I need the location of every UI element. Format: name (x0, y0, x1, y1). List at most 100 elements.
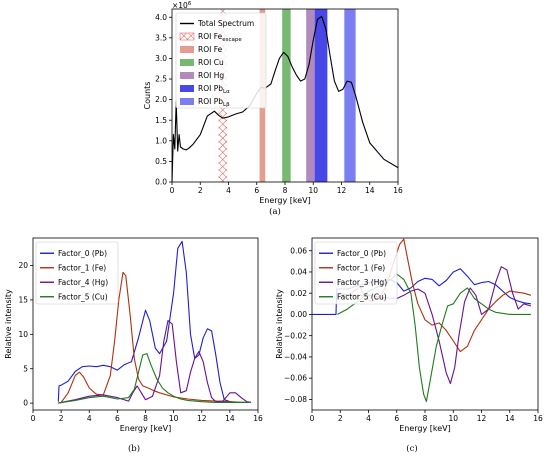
x-tick-label: 12 (197, 414, 207, 423)
y-tick-label: 0.00 (290, 310, 307, 319)
legend-swatch-patch (180, 85, 194, 92)
x-tick-label: 6 (115, 414, 120, 423)
y-tick-label: 4.0 (155, 13, 167, 22)
x-tick-label: 4 (87, 414, 92, 423)
x-tick-label: 16 (253, 414, 263, 423)
y-tick-label: −0.08 (284, 395, 307, 404)
y-axis-multiplier: ×106 (172, 1, 192, 10)
x-tick-label: 2 (338, 414, 343, 423)
x-tick-label: 14 (225, 414, 235, 423)
y-tick-label: 2.5 (155, 75, 167, 84)
y-tick-label: 5 (23, 364, 28, 373)
x-tick-label: 8 (423, 414, 428, 423)
y-tick-label: 0.04 (290, 268, 307, 277)
x-axis-label: Energy [keV] (120, 424, 172, 433)
y-tick-label: 3.5 (155, 33, 167, 42)
legend-label: Factor_4 (Hg) (58, 278, 108, 287)
legend-label-subscript: escape (222, 37, 242, 43)
x-tick-label: 0 (170, 186, 175, 195)
legend-label: Factor_0 (Pb) (58, 249, 107, 258)
y-tick-label: −0.06 (284, 374, 307, 383)
y-axis-label: Relative intensity (275, 289, 284, 359)
x-tick-label: 0 (310, 414, 315, 423)
roi-band-5 (344, 9, 356, 182)
roi-band-2 (282, 9, 291, 182)
y-tick-label: 20 (18, 261, 28, 270)
y-tick-label: 0.06 (290, 246, 307, 255)
legend-box (314, 241, 398, 305)
y-tick-label: 1.0 (155, 136, 167, 145)
x-tick-label: 8 (143, 414, 148, 423)
x-tick-label: 16 (533, 414, 543, 423)
legend-box (35, 241, 119, 305)
x-tick-label: 14 (365, 186, 375, 195)
legend-swatch-patch (180, 72, 194, 79)
y-tick-label: 10 (18, 330, 28, 339)
y-tick-label: 0.5 (155, 157, 167, 166)
x-tick-label: 12 (477, 414, 487, 423)
x-tick-label: 10 (308, 186, 318, 195)
x-axis-label: Energy [keV] (399, 424, 451, 433)
x-tick-label: 2 (59, 414, 64, 423)
legend-swatch-patch (180, 59, 194, 66)
legend-label: ROI PbLα (198, 84, 230, 95)
y-tick-label: −0.04 (284, 353, 307, 362)
x-tick-label: 12 (337, 186, 347, 195)
y-tick-label: 3.0 (155, 54, 167, 63)
legend-label: Factor_0 (Pb) (337, 249, 386, 258)
x-axis-label: Energy [keV] (259, 196, 311, 205)
x-tick-label: 6 (254, 186, 259, 195)
x-tick-label: 14 (505, 414, 515, 423)
legend-label: ROI PbLβ (198, 97, 230, 108)
roi-band-3 (306, 9, 315, 182)
chart-b: 0 2 4 6 8 10 12 14 16 0 5 10 15 20 Energy [keV] Relativ… (4, 237, 263, 433)
x-tick-label: 10 (169, 414, 179, 423)
series-line-0 (171, 15, 399, 183)
y-tick-label: 0.0 (155, 178, 167, 187)
y-tick-label: 1.5 (155, 116, 167, 125)
legend-label-subscript: Lβ (223, 102, 230, 108)
x-tick-label: 4 (226, 186, 231, 195)
x-tick-label: 10 (448, 414, 458, 423)
x-tick-label: 4 (366, 414, 371, 423)
roi-band-4 (314, 9, 328, 182)
legend-label: Factor_1 (Fe) (337, 263, 385, 272)
panel-label-b: (b) (128, 443, 140, 454)
series-line-1 (58, 271, 251, 404)
y-tick-label: 0.02 (290, 289, 307, 298)
legend-label: Factor_5 (Cu) (337, 292, 387, 301)
series-line-3 (58, 353, 251, 404)
legend-label: ROI Cu (198, 58, 224, 67)
x-tick-label: 8 (283, 186, 288, 195)
y-axis-label: Counts (143, 82, 152, 110)
legend-label: Factor_1 (Fe) (58, 263, 106, 272)
y-tick-label: 0 (23, 399, 28, 408)
series-line-2 (337, 266, 532, 385)
panel-label-a: (a) (269, 206, 281, 217)
legend-swatch-patch (180, 46, 194, 53)
legend-swatch-patch (179, 32, 195, 41)
y-axis-label: Relative intensity (4, 289, 13, 359)
chart-c: 0 2 4 6 8 10 12 14 16 −0.08 −0.06 −0.04 −0.02 0.00 0.0… (275, 237, 543, 433)
x-tick-label: 16 (393, 186, 403, 195)
y-tick-label: 15 (18, 296, 28, 305)
x-tick-label: 2 (198, 186, 203, 195)
legend-label: Factor_5 (Cu) (58, 292, 108, 301)
x-tick-label: 6 (394, 414, 399, 423)
legend-label-subscript: Lα (223, 89, 230, 95)
chart-a: 0 2 4 6 8 10 12 14 16 0.0 0.5 1.0 1.5 2.0 2.5 3.0 3.5 4.0… (143, 1, 403, 205)
legend-box (175, 12, 267, 109)
y-axis-multiplier-exponent: 6 (188, 1, 192, 7)
series-line-2 (58, 320, 252, 404)
legend-label: ROI Feescape (198, 32, 242, 43)
legend-swatch-patch (180, 98, 194, 105)
legend-label: Factor_3 (Hg) (337, 278, 387, 287)
x-tick-label: 0 (31, 414, 36, 423)
legend-label: Total Spectrum (197, 19, 254, 28)
legend-label: ROI Hg (198, 71, 224, 80)
legend-label: ROI Fe (198, 45, 223, 54)
y-tick-label: 2.0 (155, 95, 167, 104)
y-tick-label: −0.02 (284, 331, 307, 340)
panel-label-c: (c) (406, 443, 417, 454)
